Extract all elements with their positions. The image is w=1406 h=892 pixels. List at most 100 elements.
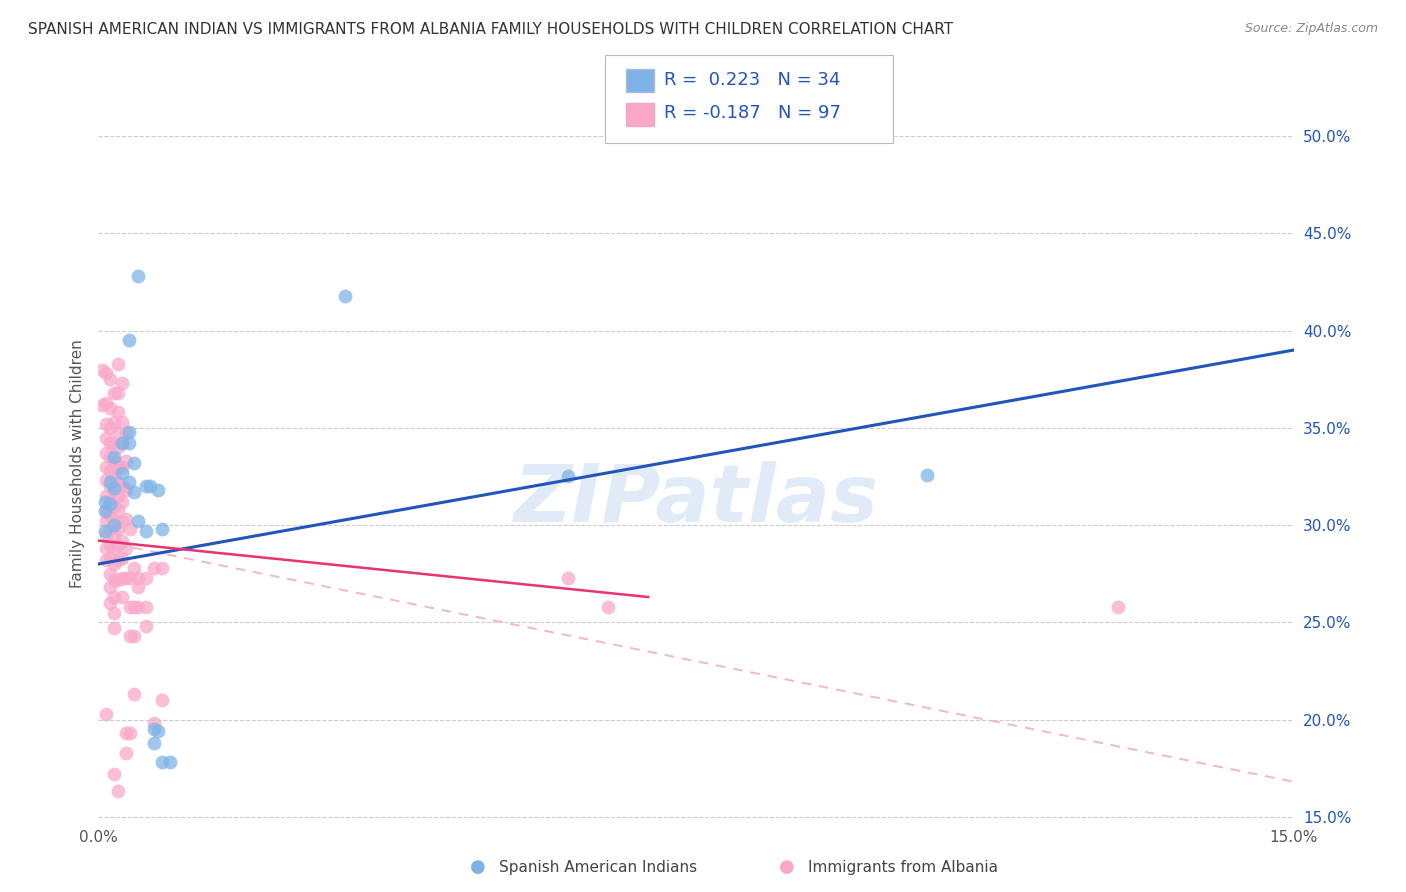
Point <box>124 629 146 643</box>
Point <box>143 561 166 575</box>
Point <box>111 533 134 548</box>
Point <box>103 514 125 528</box>
Point <box>107 385 129 400</box>
Point <box>115 454 138 468</box>
Point <box>120 629 142 643</box>
Text: ●: ● <box>779 858 796 876</box>
Point <box>135 479 157 493</box>
Point <box>96 502 118 516</box>
Point <box>915 467 938 482</box>
Point <box>103 415 125 429</box>
Point <box>127 269 149 284</box>
Point <box>598 599 620 614</box>
Point <box>100 372 122 386</box>
Text: Source: ZipAtlas.com: Source: ZipAtlas.com <box>1244 22 1378 36</box>
Point <box>557 469 579 483</box>
Point <box>107 522 129 536</box>
Point <box>115 425 138 439</box>
Point <box>103 541 125 556</box>
Point <box>111 479 134 493</box>
Point <box>557 571 579 585</box>
Y-axis label: Family Households with Children: Family Households with Children <box>69 340 84 588</box>
Point <box>150 522 173 536</box>
Text: ●: ● <box>470 858 486 876</box>
Point <box>100 495 122 509</box>
Point <box>103 573 125 587</box>
Point <box>103 481 125 495</box>
Point <box>148 724 170 739</box>
Point <box>103 469 125 483</box>
Point <box>143 736 166 750</box>
Point <box>111 514 134 528</box>
Point <box>107 573 129 587</box>
Point <box>100 508 122 523</box>
Text: Spanish American Indians: Spanish American Indians <box>499 860 697 874</box>
Point <box>96 446 118 460</box>
Point <box>143 716 166 731</box>
Point <box>103 450 125 464</box>
Point <box>100 450 122 464</box>
Point <box>100 497 122 511</box>
Point <box>103 518 125 533</box>
Point <box>94 504 117 518</box>
Point <box>100 566 122 581</box>
Point <box>103 499 125 513</box>
Point <box>111 551 134 566</box>
Point <box>96 489 118 503</box>
Point <box>96 367 118 381</box>
Point <box>118 436 141 450</box>
Point <box>120 522 142 536</box>
Point <box>159 756 181 770</box>
Point <box>120 726 142 740</box>
Point <box>148 483 170 497</box>
Point <box>107 405 129 419</box>
Point <box>124 561 146 575</box>
Point <box>111 590 134 604</box>
Point <box>96 514 118 528</box>
Point <box>120 571 142 585</box>
Text: Immigrants from Albania: Immigrants from Albania <box>808 860 998 874</box>
Point <box>96 417 118 431</box>
Text: R =  0.223   N = 34: R = 0.223 N = 34 <box>664 71 841 89</box>
Text: ZIPatlas: ZIPatlas <box>513 460 879 539</box>
Point <box>103 436 125 450</box>
Point <box>118 475 141 490</box>
Point <box>127 599 149 614</box>
Point <box>103 590 125 604</box>
Point <box>150 756 173 770</box>
Point <box>96 395 118 409</box>
Point <box>103 767 125 781</box>
Point <box>111 436 134 450</box>
Point <box>100 475 122 490</box>
Point <box>100 537 122 551</box>
Point <box>111 376 134 391</box>
Point <box>96 706 118 721</box>
Point <box>103 385 125 400</box>
Point <box>91 362 114 376</box>
Point <box>120 599 142 614</box>
Point <box>111 459 134 474</box>
Point <box>100 479 122 493</box>
Point <box>107 537 129 551</box>
Text: R = -0.187   N = 97: R = -0.187 N = 97 <box>664 104 841 122</box>
Point <box>115 726 138 740</box>
Point <box>100 596 122 610</box>
Point <box>107 440 129 454</box>
Point <box>107 553 129 567</box>
Point <box>115 512 138 526</box>
Point <box>1107 599 1129 614</box>
Point <box>115 541 138 556</box>
Point <box>103 557 125 571</box>
Point <box>127 580 149 594</box>
Point <box>96 474 118 488</box>
Point <box>94 524 117 538</box>
Point <box>115 483 138 497</box>
Point <box>111 495 134 509</box>
Point <box>103 621 125 635</box>
Point <box>124 687 146 701</box>
Point <box>100 421 122 435</box>
Point <box>118 334 141 348</box>
Point <box>91 398 114 412</box>
Point <box>111 436 134 450</box>
Point <box>124 485 146 500</box>
